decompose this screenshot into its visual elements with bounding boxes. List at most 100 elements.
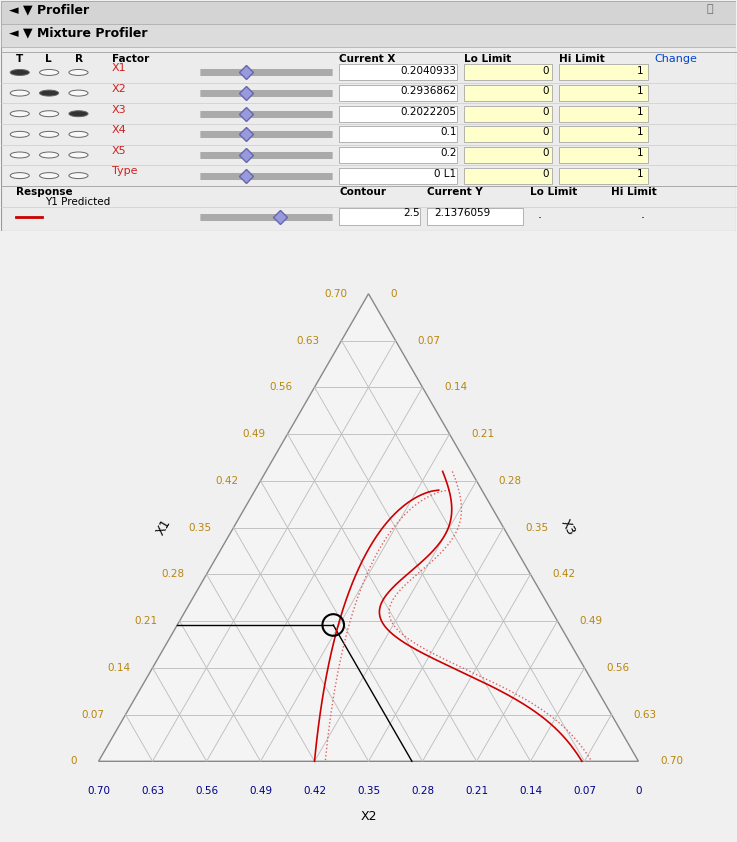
Bar <box>339 147 457 163</box>
Text: 0.2936862: 0.2936862 <box>400 86 457 96</box>
Circle shape <box>10 173 29 179</box>
Text: 1: 1 <box>638 107 644 117</box>
Text: ◄ ▼ Profiler: ◄ ▼ Profiler <box>9 3 89 17</box>
Text: 0.21: 0.21 <box>471 429 495 439</box>
Text: 0.63: 0.63 <box>297 335 320 345</box>
Circle shape <box>40 111 59 117</box>
Text: 1: 1 <box>638 148 644 158</box>
Text: ⬜: ⬜ <box>707 3 713 13</box>
Text: 0: 0 <box>542 107 548 117</box>
Bar <box>339 126 457 142</box>
Text: L: L <box>46 54 52 64</box>
Text: 0.14: 0.14 <box>444 382 467 392</box>
Circle shape <box>40 131 59 137</box>
Text: T: T <box>16 54 24 64</box>
Text: 0.49: 0.49 <box>242 429 266 439</box>
Text: Response: Response <box>16 187 73 197</box>
Text: 1: 1 <box>638 86 644 96</box>
Text: X1: X1 <box>153 517 173 538</box>
Text: 0.28: 0.28 <box>498 476 521 486</box>
Text: 0.14: 0.14 <box>108 663 131 673</box>
Bar <box>559 65 648 81</box>
Polygon shape <box>99 294 638 761</box>
Circle shape <box>10 90 29 96</box>
Text: Current X: Current X <box>339 54 396 64</box>
Text: Hi Limit: Hi Limit <box>611 187 657 197</box>
Circle shape <box>69 152 88 158</box>
Text: Current Y: Current Y <box>427 187 483 197</box>
Text: ◄ ▼ Mixture Profiler: ◄ ▼ Mixture Profiler <box>9 27 147 40</box>
Text: Lo Limit: Lo Limit <box>464 54 511 64</box>
Text: 2.5: 2.5 <box>403 208 420 218</box>
Text: 0.56: 0.56 <box>195 786 218 796</box>
Text: X3: X3 <box>559 517 578 538</box>
Text: Hi Limit: Hi Limit <box>559 54 605 64</box>
Bar <box>1 2 736 24</box>
Text: 0.63: 0.63 <box>141 786 164 796</box>
Text: Lo Limit: Lo Limit <box>530 187 577 197</box>
Text: 0: 0 <box>390 289 397 299</box>
Text: .: . <box>537 208 542 221</box>
Text: 0.35: 0.35 <box>357 786 380 796</box>
Bar <box>464 106 552 122</box>
Text: 0.42: 0.42 <box>303 786 326 796</box>
Text: Y1 Predicted: Y1 Predicted <box>46 197 111 207</box>
Text: 0.35: 0.35 <box>189 523 212 532</box>
Circle shape <box>69 90 88 96</box>
Circle shape <box>40 90 59 96</box>
Text: 0.35: 0.35 <box>525 523 548 532</box>
Text: 0: 0 <box>542 127 548 137</box>
Bar <box>464 85 552 101</box>
Text: 0.28: 0.28 <box>411 786 434 796</box>
Circle shape <box>10 111 29 117</box>
Text: 0.70: 0.70 <box>660 756 683 766</box>
Text: 0 L1: 0 L1 <box>435 168 457 179</box>
Bar <box>1 24 736 47</box>
Text: 0.21: 0.21 <box>135 616 158 626</box>
Bar <box>339 65 457 81</box>
Text: 2.1376059: 2.1376059 <box>435 208 491 218</box>
Text: 0.42: 0.42 <box>552 569 575 579</box>
Text: 0.49: 0.49 <box>249 786 272 796</box>
Text: 0: 0 <box>542 148 548 158</box>
Text: R: R <box>75 54 83 64</box>
Text: X3: X3 <box>111 104 126 115</box>
Text: 0: 0 <box>542 66 548 76</box>
Text: 1: 1 <box>638 127 644 137</box>
Circle shape <box>69 131 88 137</box>
Text: 0: 0 <box>635 786 642 796</box>
Text: Change: Change <box>655 54 698 64</box>
Bar <box>464 126 552 142</box>
Text: 0: 0 <box>542 86 548 96</box>
Text: 0.63: 0.63 <box>633 710 656 720</box>
Text: Factor: Factor <box>111 54 149 64</box>
Text: 0.56: 0.56 <box>606 663 629 673</box>
Text: 0.2: 0.2 <box>440 148 457 158</box>
Text: 0.21: 0.21 <box>465 786 488 796</box>
Circle shape <box>69 70 88 76</box>
Text: .: . <box>640 208 644 221</box>
Circle shape <box>10 131 29 137</box>
Text: 0.14: 0.14 <box>519 786 542 796</box>
Circle shape <box>10 70 29 76</box>
Text: X4: X4 <box>111 125 126 136</box>
Text: 0.07: 0.07 <box>417 335 440 345</box>
Text: Contour: Contour <box>339 187 386 197</box>
Text: 0.2040933: 0.2040933 <box>401 66 457 76</box>
Text: 0.1: 0.1 <box>440 127 457 137</box>
Text: 0.70: 0.70 <box>87 786 110 796</box>
Text: 1: 1 <box>638 168 644 179</box>
Circle shape <box>69 173 88 179</box>
Bar <box>339 168 457 184</box>
Bar <box>559 126 648 142</box>
Text: X1: X1 <box>111 63 126 73</box>
Text: Type: Type <box>111 167 137 177</box>
Bar <box>339 106 457 122</box>
Bar <box>339 85 457 101</box>
Text: 0.07: 0.07 <box>573 786 596 796</box>
Text: 0.07: 0.07 <box>81 710 104 720</box>
Text: 1: 1 <box>638 66 644 76</box>
Text: 0.70: 0.70 <box>324 289 347 299</box>
Bar <box>464 168 552 184</box>
Text: 0: 0 <box>542 168 548 179</box>
